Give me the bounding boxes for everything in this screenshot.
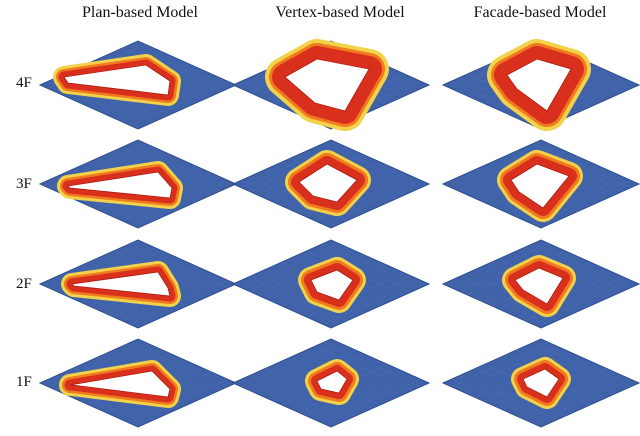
opening-void [284, 58, 370, 112]
row-label-1f: 1F [16, 374, 32, 390]
opening-void [69, 370, 171, 398]
mesh-line [322, 180, 421, 225]
opening-void [522, 368, 560, 398]
mesh-line [524, 375, 623, 420]
mesh-line [322, 243, 421, 288]
mesh-line [129, 243, 228, 288]
mesh-line [532, 379, 631, 424]
row-label-3f: 3F [16, 176, 32, 192]
panel-1f-plan [38, 338, 238, 428]
panel-2f-vertex [231, 239, 431, 329]
mesh-line [129, 342, 228, 387]
panel-4f-vertex [231, 39, 431, 131]
opening-void [310, 269, 354, 301]
panel-2f-facade [441, 239, 640, 329]
panel-4f-plan [38, 40, 238, 130]
panel-3f-vertex [231, 139, 431, 229]
panel-4f-facade [441, 39, 640, 131]
panel-1f-facade [441, 338, 640, 428]
mesh-line [322, 342, 421, 387]
column-header-vertex: Vertex-based Model [275, 4, 405, 21]
mesh-line [129, 379, 228, 424]
opening-void [514, 267, 564, 305]
opening-void [67, 171, 173, 199]
mesh-line [129, 44, 228, 89]
column-header-facade: Facade-based Model [473, 4, 607, 21]
panel-3f-facade [441, 139, 640, 229]
mesh-line [314, 375, 413, 420]
panel-3f-plan [38, 139, 238, 229]
opening-void [506, 58, 572, 112]
column-header-plan: Plan-based Model [82, 4, 198, 21]
mesh-line [322, 280, 421, 325]
opening-void [63, 64, 171, 96]
row-label-2f: 2F [16, 276, 32, 292]
mesh-line [532, 342, 631, 387]
mesh-line [532, 243, 631, 288]
opening-void [298, 163, 358, 203]
mesh-line [314, 276, 413, 321]
mesh-line [129, 81, 228, 126]
opening-void [71, 271, 171, 297]
row-label-4f: 4F [16, 75, 32, 91]
mesh-line [129, 143, 228, 188]
mesh-line [532, 280, 631, 325]
mesh-line [322, 143, 421, 188]
opening-void [510, 163, 570, 209]
mesh-line [532, 143, 631, 188]
panel-1f-vertex [231, 338, 431, 428]
opening-void [316, 370, 348, 394]
panel-2f-plan [38, 239, 238, 329]
mesh-line [322, 379, 421, 424]
